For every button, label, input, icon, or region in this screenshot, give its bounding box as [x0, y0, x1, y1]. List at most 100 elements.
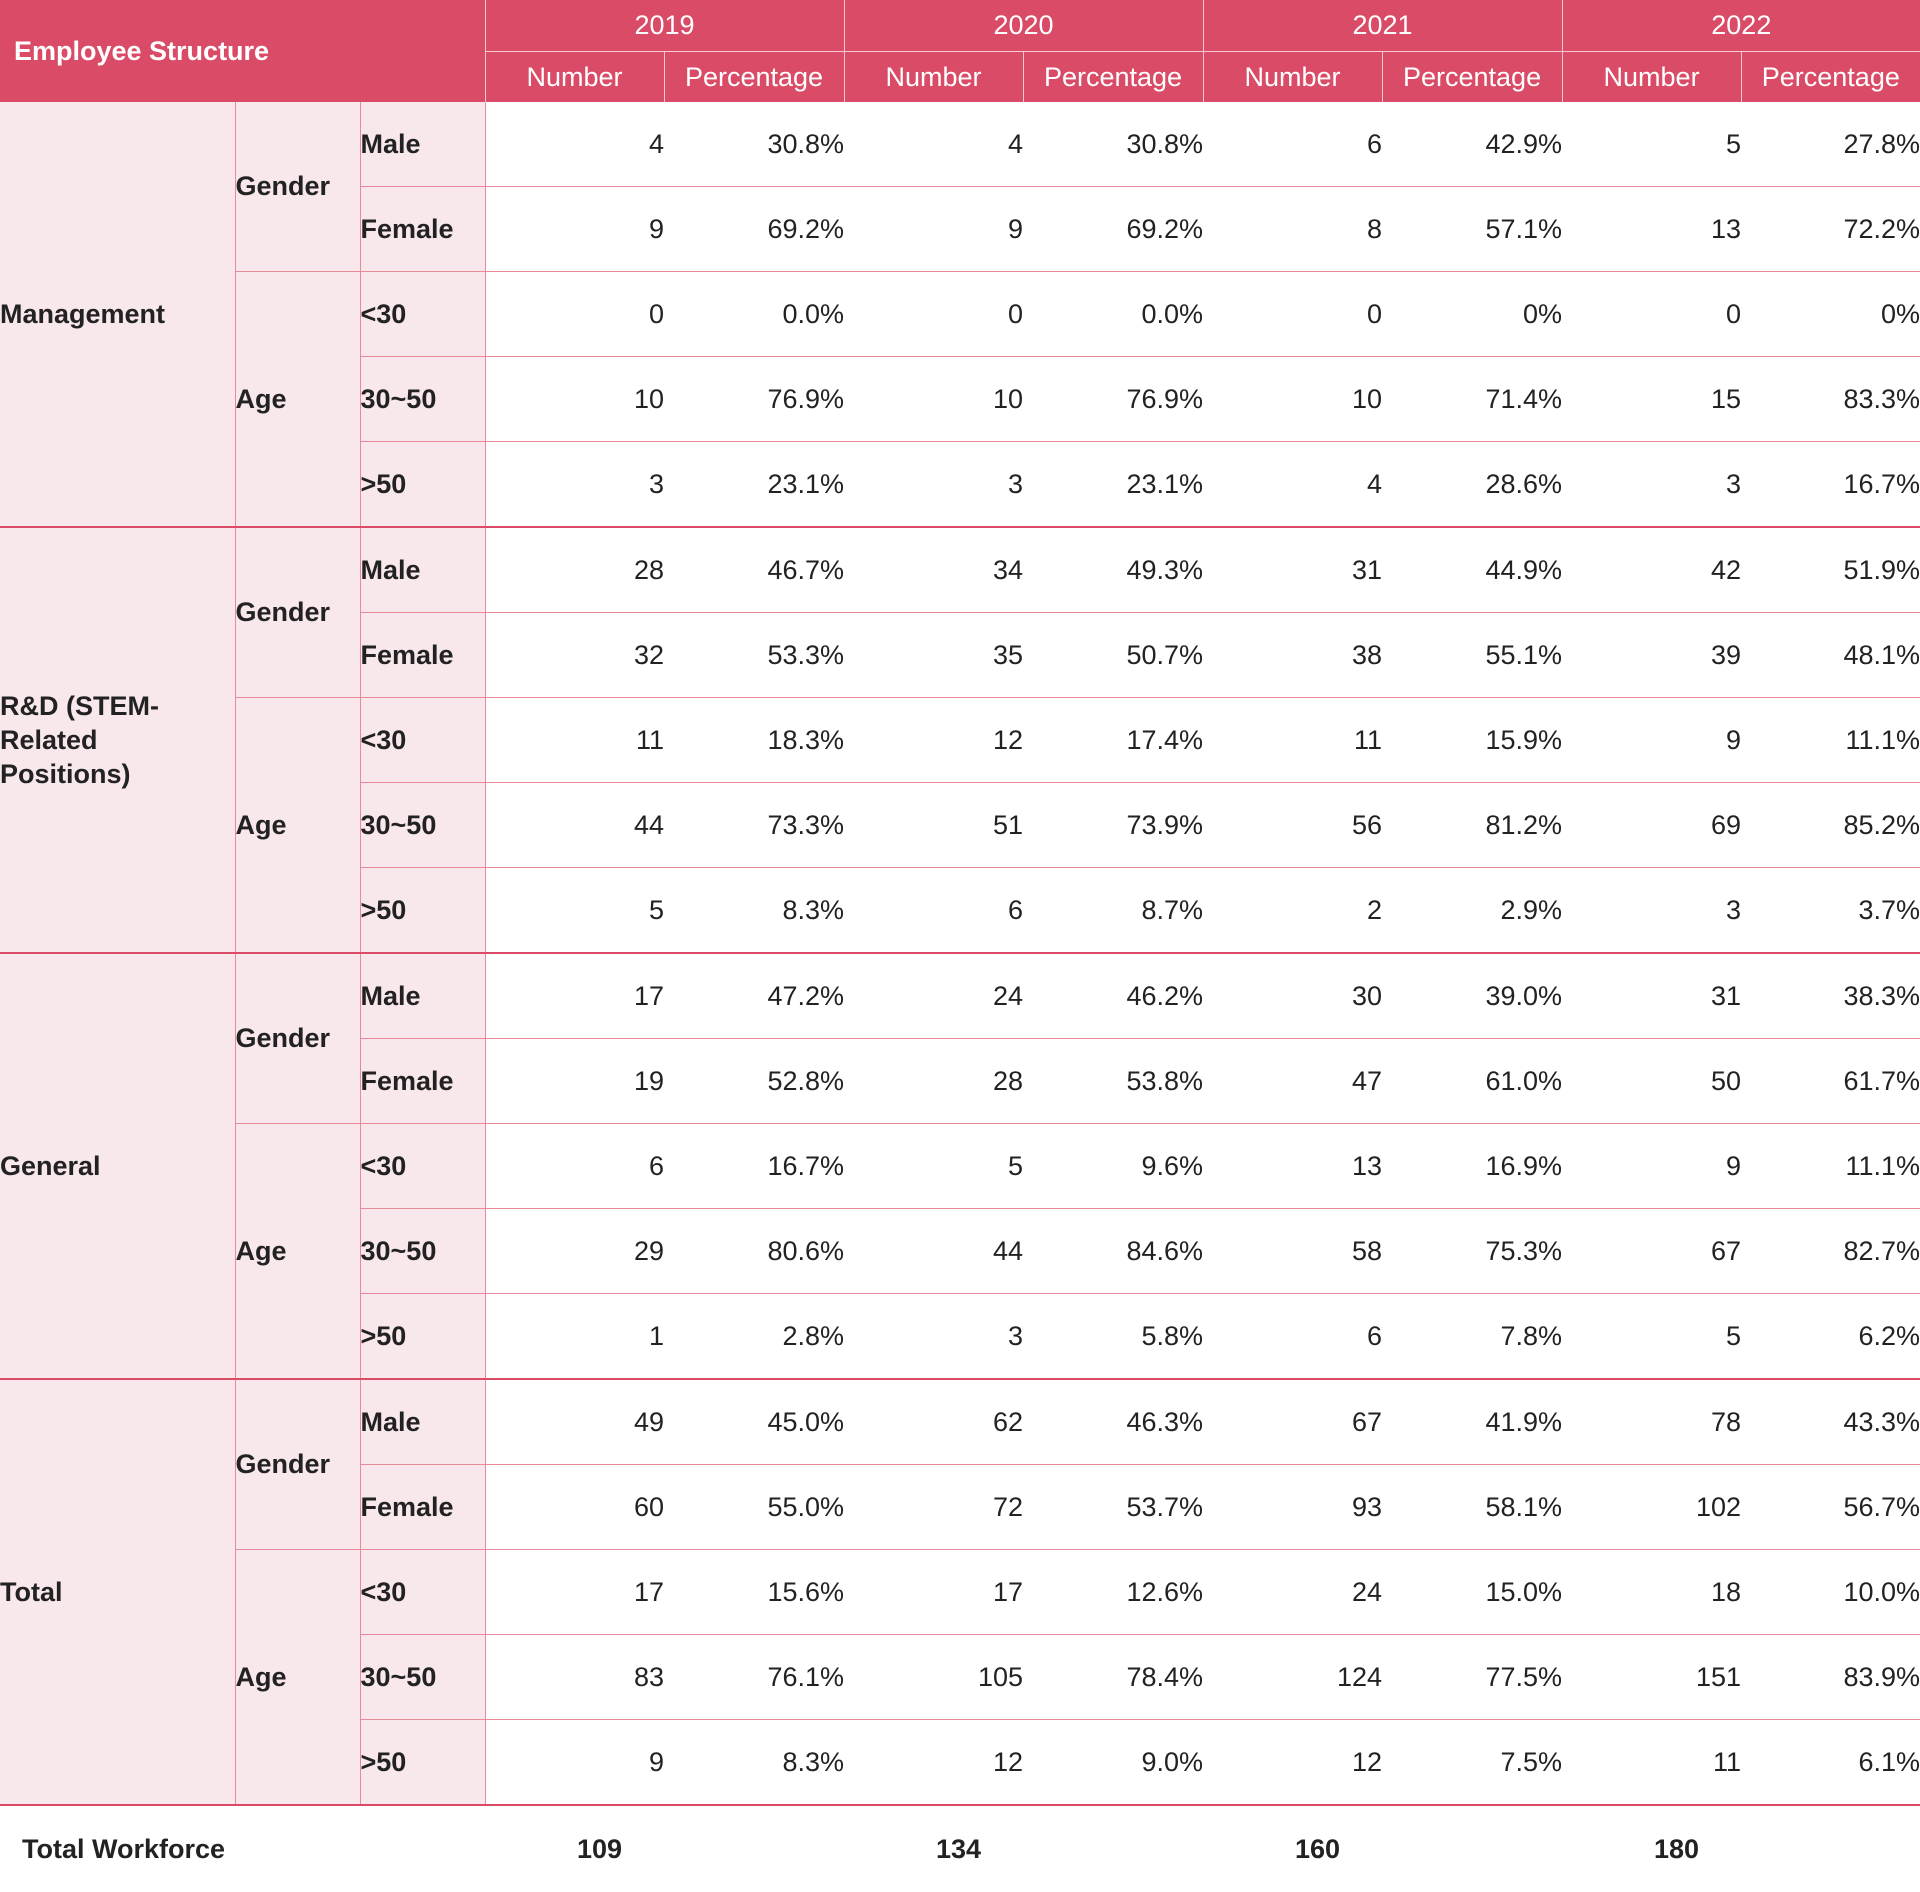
number-cell: 31: [1203, 527, 1383, 613]
percentage-cell: 46.3%: [1023, 1379, 1204, 1465]
percentage-cell: 11.1%: [1741, 697, 1920, 783]
table-title: Employee Structure: [0, 0, 485, 102]
number-cell: 9: [1562, 697, 1742, 783]
number-cell: 12: [1203, 1719, 1383, 1806]
row-label: <30: [360, 271, 486, 357]
number-cell: 17: [485, 1549, 664, 1635]
percentage-cell: 83.9%: [1741, 1634, 1920, 1720]
number-cell: 4: [844, 102, 1024, 187]
category-label: R&D (STEM-Related Positions): [0, 527, 236, 954]
dimension-label: Gender: [235, 527, 361, 698]
percentage-cell: 2.9%: [1382, 867, 1563, 954]
percentage-cell: 53.3%: [664, 612, 845, 698]
year-header-2019: 2019: [484, 0, 845, 52]
number-cell: 6: [844, 867, 1024, 954]
percentage-cell: 39.0%: [1382, 953, 1563, 1039]
number-cell: 67: [1203, 1379, 1383, 1465]
number-cell: 10: [1203, 356, 1383, 442]
row-label: Male: [360, 953, 486, 1039]
number-cell: 3: [1562, 441, 1742, 528]
number-cell: 5: [1562, 1293, 1742, 1380]
row-label: <30: [360, 1123, 486, 1209]
percentage-cell: 6.2%: [1741, 1293, 1920, 1380]
number-cell: 29: [485, 1208, 664, 1294]
percentage-cell: 8.3%: [664, 867, 845, 954]
number-cell: 49: [485, 1379, 664, 1465]
row-label: 30~50: [360, 1634, 486, 1720]
percentage-cell: 81.2%: [1382, 782, 1563, 868]
number-cell: 17: [844, 1549, 1024, 1635]
table-body: Management Gender Male 4 30.8% 4 30.8% 6 42.9% 5 2…: [0, 102, 1920, 1892]
percentage-cell: 46.2%: [1023, 953, 1204, 1039]
number-cell: 5: [485, 867, 664, 954]
number-cell: 12: [844, 1719, 1024, 1806]
number-cell: 31: [1562, 953, 1742, 1039]
percentage-cell: 15.0%: [1382, 1549, 1563, 1635]
percentage-cell: 7.8%: [1382, 1293, 1563, 1380]
percentage-cell: 56.7%: [1741, 1464, 1920, 1550]
table-row: 30~50 10 76.9% 10 76.9% 10 71.4% 15 83.3%: [0, 356, 1920, 442]
number-cell: 10: [844, 356, 1024, 442]
table-header: Employee Structure 2019 2020 2021 2022 Numb…: [0, 0, 1920, 102]
percentage-cell: 77.5%: [1382, 1634, 1563, 1720]
table-row: R&D (STEM-Related Positions) Gender Male 28…: [0, 527, 1920, 954]
dimension-label: Gender: [235, 953, 361, 1124]
percentage-cell: 16.9%: [1382, 1123, 1563, 1209]
percentage-cell: 41.9%: [1382, 1379, 1563, 1465]
percentage-cell: 78.4%: [1023, 1634, 1204, 1720]
row-label: <30: [360, 1549, 486, 1635]
row-label: 30~50: [360, 356, 486, 442]
number-header-2020: Number: [843, 51, 1024, 102]
table-row: >50 9 8.3% 12 9.0% 12 7.5% 11 6.1%: [0, 1719, 1920, 1806]
category-label: Total: [0, 1379, 236, 1806]
number-cell: 11: [1203, 697, 1383, 783]
percentage-cell: 30.8%: [1023, 102, 1204, 187]
row-label: Female: [360, 1038, 486, 1124]
number-cell: 5: [844, 1123, 1024, 1209]
number-cell: 6: [485, 1123, 664, 1209]
number-cell: 2: [1203, 867, 1383, 954]
number-cell: 124: [1203, 1634, 1383, 1720]
percentage-header-2020: Percentage: [1022, 51, 1204, 102]
number-cell: 62: [844, 1379, 1024, 1465]
table-row: 30~50 44 73.3% 51 73.9% 56 81.2% 69 85.2%: [0, 782, 1920, 868]
percentage-cell: 76.9%: [1023, 356, 1204, 442]
number-cell: 93: [1203, 1464, 1383, 1550]
number-cell: 0: [485, 271, 664, 357]
category-label: General: [0, 953, 236, 1380]
table-row: Female 19 52.8% 28 53.8% 47 61.0% 50 61.7%: [0, 1038, 1920, 1124]
number-cell: 35: [844, 612, 1024, 698]
number-cell: 28: [844, 1038, 1024, 1124]
number-cell: 32: [485, 612, 664, 698]
row-label: >50: [360, 867, 486, 954]
table-row: Female 32 53.3% 35 50.7% 38 55.1% 39 48.1%: [0, 612, 1920, 698]
percentage-cell: 51.9%: [1741, 527, 1920, 613]
percentage-cell: 23.1%: [664, 441, 845, 528]
category-label: Management: [0, 102, 236, 528]
empty-cell: [664, 1805, 844, 1892]
percentage-cell: 58.1%: [1382, 1464, 1563, 1550]
percentage-cell: 17.4%: [1023, 697, 1204, 783]
percentage-cell: 16.7%: [664, 1123, 845, 1209]
percentage-cell: 9.0%: [1023, 1719, 1204, 1806]
percentage-cell: 72.2%: [1741, 186, 1920, 272]
percentage-cell: 9.6%: [1023, 1123, 1204, 1209]
number-cell: 56: [1203, 782, 1383, 868]
year-header-2022: 2022: [1561, 0, 1920, 52]
percentage-cell: 83.3%: [1741, 356, 1920, 442]
number-cell: 3: [485, 441, 664, 528]
percentage-cell: 76.9%: [664, 356, 845, 442]
year-header-2021: 2021: [1202, 0, 1563, 52]
number-cell: 0: [1203, 271, 1383, 357]
percentage-cell: 0%: [1741, 271, 1920, 357]
number-cell: 69: [1562, 782, 1742, 868]
empty-cell: [1023, 1805, 1203, 1892]
percentage-cell: 57.1%: [1382, 186, 1563, 272]
total-workforce-value: 160: [1294, 1833, 1341, 1864]
number-cell: 4: [485, 102, 664, 187]
number-cell: 19: [485, 1038, 664, 1124]
percentage-cell: 8.3%: [664, 1719, 845, 1806]
percentage-cell: 2.8%: [664, 1293, 845, 1380]
